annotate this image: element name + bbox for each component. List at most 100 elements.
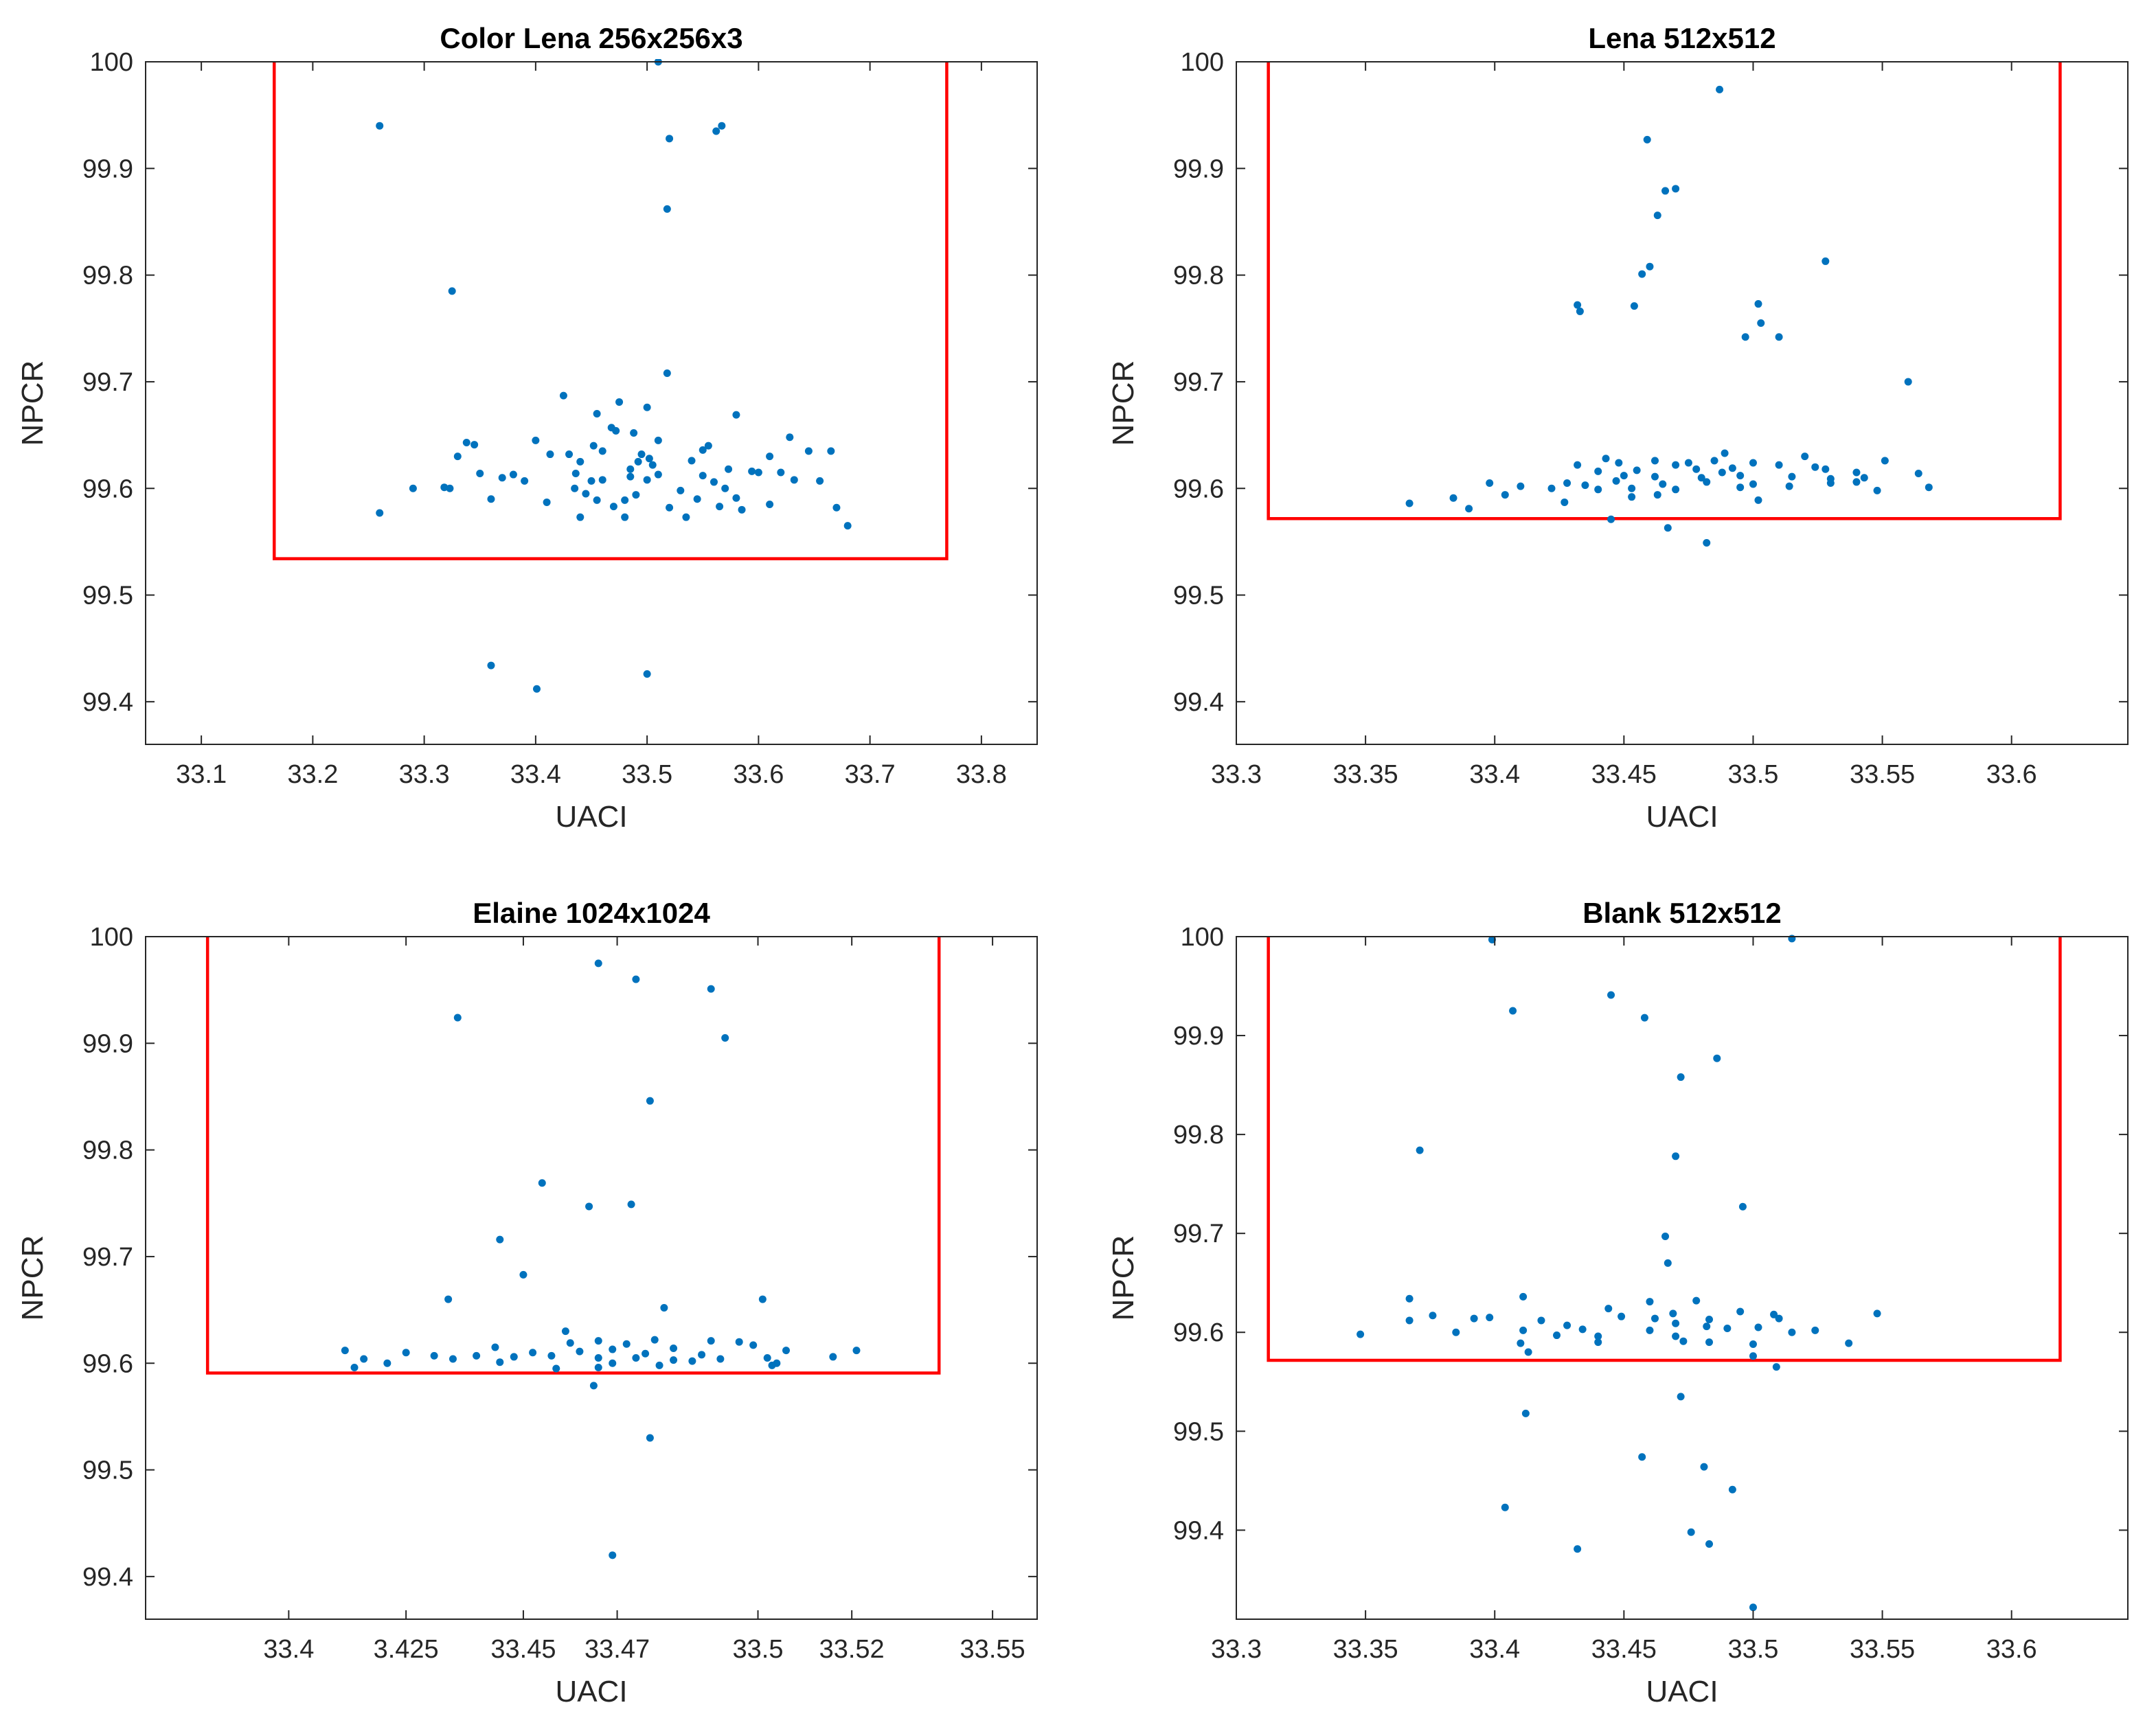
data-point-57	[646, 1434, 654, 1442]
data-point-31	[576, 1347, 584, 1356]
data-point-58	[1672, 485, 1680, 494]
data-point-19	[594, 1337, 602, 1345]
scatter-series	[341, 959, 861, 1559]
data-point-37	[632, 1353, 640, 1362]
data-point-56	[1521, 1409, 1530, 1417]
data-point-63	[1574, 1545, 1582, 1553]
data-point-37	[766, 453, 774, 461]
x-tick-label: 33.4	[510, 760, 561, 789]
data-point-18	[1801, 453, 1809, 461]
y-tick-label: 99.6	[82, 1349, 133, 1378]
data-point-63	[582, 490, 590, 498]
data-point-38	[1646, 1326, 1654, 1334]
data-point-63	[1547, 484, 1556, 492]
data-point-12	[1754, 300, 1762, 308]
data-point-33	[1703, 1323, 1711, 1331]
data-point-39	[1650, 472, 1659, 481]
x-tick-label: 33.1	[176, 760, 227, 789]
data-point-9	[1672, 1152, 1680, 1160]
x-tick-label: 33.2	[287, 760, 338, 789]
data-point-77	[576, 513, 585, 521]
data-point-14	[1741, 333, 1749, 341]
data-point-17	[1604, 1305, 1613, 1313]
data-point-26	[1672, 461, 1680, 469]
data-point-34	[1718, 468, 1726, 477]
data-point-53	[594, 1363, 602, 1371]
data-point-49	[1749, 480, 1757, 488]
data-point-45	[1672, 1332, 1680, 1340]
data-point-65	[1653, 491, 1661, 499]
y-tick-label: 100	[90, 48, 133, 77]
data-point-35	[648, 461, 657, 469]
data-point-24	[1574, 461, 1582, 469]
y-tick-label: 99.4	[1173, 1516, 1224, 1545]
y-tick-label: 99.7	[1173, 1220, 1224, 1248]
data-point-5	[1653, 211, 1661, 220]
data-point-70	[1561, 498, 1569, 506]
data-point-51	[1826, 479, 1835, 487]
data-point-3	[707, 985, 715, 993]
x-tick-label: 33.4	[1469, 1635, 1520, 1664]
data-point-30	[1811, 463, 1819, 471]
data-point-57	[1638, 1453, 1646, 1461]
data-point-36	[547, 1351, 556, 1360]
data-point-20	[566, 1339, 574, 1347]
x-tick-label: 33.3	[399, 760, 450, 789]
data-point-21	[470, 441, 479, 449]
data-point-11	[519, 1270, 527, 1279]
data-point-4	[1661, 187, 1670, 195]
y-tick-label: 99.5	[82, 582, 133, 610]
x-tick-label: 33.35	[1333, 760, 1398, 789]
data-point-50	[521, 477, 529, 485]
data-point-54	[710, 478, 718, 486]
data-point-35	[1811, 1326, 1819, 1334]
x-tick-label: 33.35	[1333, 1635, 1398, 1664]
x-tick-label: 33.45	[1591, 1635, 1657, 1664]
y-axis-label: NPCR	[16, 1235, 49, 1321]
data-point-74	[666, 503, 674, 512]
data-point-17	[654, 436, 662, 444]
data-point-16	[707, 1337, 715, 1345]
y-axis-label: NPCR	[1107, 361, 1140, 446]
data-point-66	[621, 496, 629, 504]
data-point-20	[1669, 1309, 1677, 1318]
critical-region-box	[205, 937, 941, 1375]
data-point-53	[643, 476, 651, 484]
chart-title: Blank 512x512	[1582, 897, 1782, 929]
data-point-73	[766, 501, 774, 509]
data-point-64	[1628, 493, 1636, 501]
data-point-39	[725, 465, 733, 473]
data-point-15	[1775, 333, 1783, 341]
y-tick-label: 99.4	[82, 1563, 133, 1592]
data-point-54	[1772, 1363, 1780, 1371]
data-point-27	[453, 453, 462, 461]
data-point-6	[1822, 257, 1830, 265]
data-point-4	[718, 122, 726, 130]
data-point-24	[1618, 1312, 1626, 1320]
data-point-51	[350, 1363, 359, 1371]
y-axis-label: NPCR	[16, 361, 49, 446]
data-point-49	[1749, 1340, 1757, 1349]
data-point-66	[1449, 494, 1457, 502]
data-point-10	[1576, 307, 1584, 315]
y-tick-label: 100	[90, 923, 133, 952]
data-point-26	[827, 447, 835, 455]
data-point-44	[670, 1356, 678, 1364]
data-point-6	[663, 205, 671, 213]
data-point-59	[1728, 1485, 1736, 1494]
data-point-71	[609, 503, 617, 511]
data-point-38	[1620, 472, 1628, 480]
data-point-8	[1638, 270, 1646, 278]
data-point-67	[732, 494, 740, 502]
data-point-52	[552, 1364, 560, 1373]
data-point-42	[1452, 1328, 1460, 1336]
data-point-51	[587, 477, 595, 485]
data-point-76	[376, 509, 384, 517]
data-point-18	[462, 438, 470, 446]
data-point-33	[1692, 465, 1701, 473]
data-point-41	[449, 1355, 457, 1363]
data-point-3	[1607, 991, 1615, 999]
y-tick-label: 99.8	[82, 1136, 133, 1165]
data-point-38	[626, 465, 635, 473]
